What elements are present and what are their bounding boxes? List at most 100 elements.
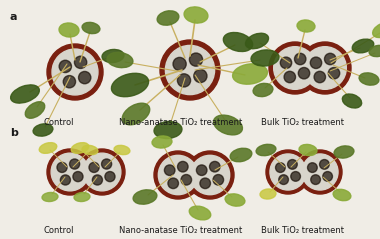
- Ellipse shape: [25, 102, 45, 118]
- Circle shape: [314, 71, 326, 83]
- Circle shape: [70, 159, 80, 169]
- Ellipse shape: [74, 192, 90, 201]
- Ellipse shape: [114, 145, 130, 155]
- Ellipse shape: [39, 143, 57, 153]
- Circle shape: [57, 162, 67, 173]
- Circle shape: [74, 56, 87, 68]
- Ellipse shape: [59, 23, 79, 37]
- Ellipse shape: [102, 49, 124, 63]
- Circle shape: [307, 163, 317, 173]
- Ellipse shape: [33, 124, 53, 136]
- Ellipse shape: [359, 73, 379, 85]
- Circle shape: [47, 44, 103, 100]
- Ellipse shape: [107, 52, 133, 68]
- Circle shape: [310, 57, 322, 69]
- Circle shape: [47, 149, 93, 195]
- Text: Control: Control: [44, 118, 74, 127]
- Circle shape: [160, 40, 220, 100]
- Ellipse shape: [245, 33, 269, 49]
- Ellipse shape: [133, 190, 157, 204]
- Circle shape: [194, 69, 207, 83]
- Circle shape: [294, 53, 306, 65]
- Circle shape: [302, 154, 338, 190]
- Circle shape: [270, 154, 306, 190]
- Text: Control: Control: [44, 226, 74, 235]
- Circle shape: [60, 175, 70, 185]
- Circle shape: [173, 57, 186, 71]
- Circle shape: [165, 45, 215, 95]
- Circle shape: [190, 155, 230, 195]
- Text: a: a: [10, 12, 17, 22]
- Ellipse shape: [184, 7, 208, 23]
- Ellipse shape: [11, 85, 40, 103]
- Ellipse shape: [154, 121, 182, 139]
- Ellipse shape: [71, 143, 89, 153]
- Ellipse shape: [253, 83, 273, 97]
- Circle shape: [320, 160, 329, 169]
- Circle shape: [213, 174, 223, 185]
- Text: b: b: [10, 128, 18, 138]
- Ellipse shape: [260, 189, 276, 199]
- Ellipse shape: [225, 194, 245, 206]
- Circle shape: [291, 172, 301, 181]
- Ellipse shape: [256, 144, 276, 156]
- Circle shape: [79, 149, 125, 195]
- Circle shape: [101, 159, 112, 169]
- Circle shape: [177, 74, 191, 87]
- Circle shape: [79, 71, 91, 84]
- Circle shape: [154, 151, 202, 199]
- Ellipse shape: [111, 73, 149, 97]
- Circle shape: [165, 165, 175, 175]
- Ellipse shape: [299, 144, 317, 156]
- Circle shape: [200, 178, 211, 189]
- Circle shape: [89, 162, 99, 173]
- Text: Bulk TiO₂ treatment: Bulk TiO₂ treatment: [261, 226, 344, 235]
- Ellipse shape: [223, 33, 253, 52]
- Circle shape: [269, 42, 321, 94]
- Circle shape: [284, 71, 296, 83]
- Ellipse shape: [297, 20, 315, 32]
- Circle shape: [323, 172, 332, 181]
- Circle shape: [73, 172, 83, 182]
- Circle shape: [328, 67, 340, 79]
- Text: Bulk TiO₂ treatment: Bulk TiO₂ treatment: [261, 118, 344, 127]
- Circle shape: [52, 49, 98, 95]
- Circle shape: [63, 76, 76, 88]
- Text: Nano-anatase TiO₂ treatment: Nano-anatase TiO₂ treatment: [119, 226, 242, 235]
- Circle shape: [158, 155, 198, 195]
- Circle shape: [280, 57, 292, 69]
- Ellipse shape: [214, 115, 242, 135]
- Ellipse shape: [82, 145, 98, 155]
- Circle shape: [189, 53, 203, 66]
- Circle shape: [276, 163, 285, 173]
- Ellipse shape: [342, 94, 362, 108]
- Circle shape: [177, 161, 188, 172]
- Circle shape: [304, 47, 346, 89]
- Ellipse shape: [189, 206, 211, 220]
- Ellipse shape: [82, 22, 100, 34]
- Circle shape: [298, 150, 342, 194]
- Circle shape: [299, 42, 351, 94]
- Ellipse shape: [251, 50, 279, 66]
- Circle shape: [266, 150, 310, 194]
- Ellipse shape: [152, 136, 172, 148]
- Circle shape: [181, 174, 192, 185]
- Ellipse shape: [122, 103, 150, 125]
- Ellipse shape: [373, 22, 380, 38]
- Circle shape: [92, 175, 103, 185]
- Circle shape: [196, 165, 207, 175]
- Circle shape: [298, 67, 310, 79]
- Circle shape: [325, 53, 336, 65]
- Circle shape: [168, 178, 179, 189]
- Ellipse shape: [157, 11, 179, 25]
- Ellipse shape: [369, 45, 380, 57]
- Ellipse shape: [333, 189, 351, 201]
- Circle shape: [288, 160, 297, 169]
- Circle shape: [59, 60, 71, 73]
- Circle shape: [311, 175, 320, 185]
- Circle shape: [105, 172, 115, 182]
- Circle shape: [186, 151, 234, 199]
- Circle shape: [51, 153, 89, 191]
- Circle shape: [83, 153, 121, 191]
- Ellipse shape: [230, 148, 252, 162]
